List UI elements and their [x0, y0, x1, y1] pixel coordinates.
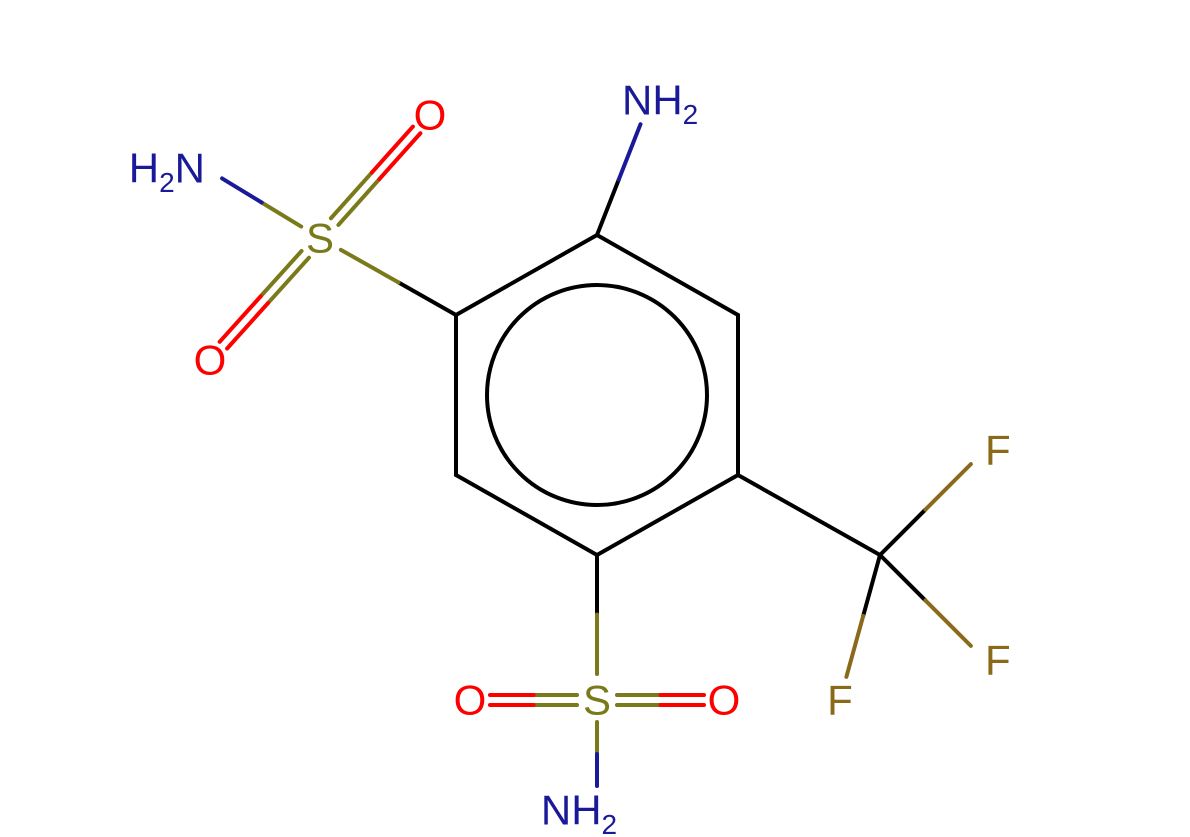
bond: [220, 251, 309, 349]
bond: [456, 235, 597, 315]
aromatic-ring: [487, 285, 707, 505]
atom-label: O: [414, 92, 447, 139]
atom-label: O: [454, 677, 487, 724]
bond: [880, 555, 971, 646]
bond: [490, 695, 577, 705]
molecule-diagram: NH2 F F F S O O NH2 S O O H2N: [0, 0, 1190, 837]
atom-label: S: [583, 677, 611, 724]
bond: [617, 695, 704, 705]
bond: [331, 127, 420, 225]
atom-label: O: [194, 337, 227, 384]
bond: [456, 475, 597, 555]
atom-label: F: [827, 677, 853, 724]
bond: [597, 124, 640, 235]
atom-label: NH2: [622, 77, 698, 130]
bond: [222, 178, 301, 226]
atom-label: F: [985, 637, 1011, 684]
atom-label: O: [708, 677, 741, 724]
bond: [738, 475, 880, 555]
bond: [880, 464, 971, 555]
bond: [846, 555, 880, 677]
bond: [597, 475, 738, 555]
bond: [341, 250, 456, 315]
bond: [597, 235, 738, 315]
atom-label: H2N: [129, 145, 205, 198]
atom-label: F: [985, 427, 1011, 474]
atom-label: NH2: [541, 787, 617, 837]
atom-label: S: [306, 215, 334, 262]
